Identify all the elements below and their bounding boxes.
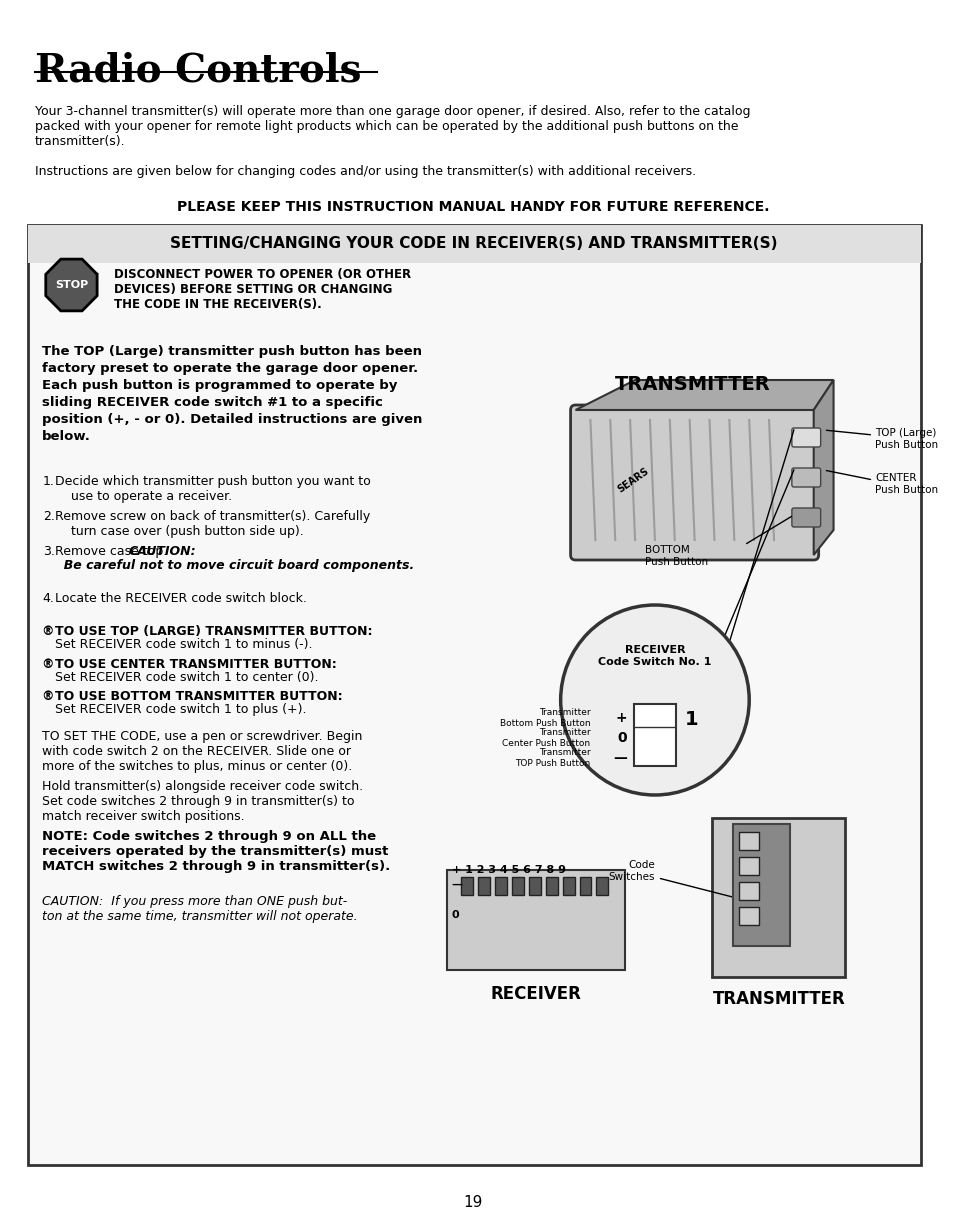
FancyBboxPatch shape — [446, 870, 624, 970]
Text: Be careful not to move circuit board components.: Be careful not to move circuit board com… — [54, 559, 414, 572]
Text: Set RECEIVER code switch 1 to center (0).: Set RECEIVER code switch 1 to center (0)… — [54, 671, 317, 684]
Text: Your 3-channel transmitter(s) will operate more than one garage door opener, if : Your 3-channel transmitter(s) will opera… — [34, 104, 749, 148]
FancyBboxPatch shape — [739, 882, 759, 900]
Text: The TOP (Large) transmitter push button has been
factory preset to operate the g: The TOP (Large) transmitter push button … — [42, 345, 421, 443]
Text: STOP: STOP — [54, 279, 88, 290]
Text: Decide which transmitter push button you want to
    use to operate a receiver.: Decide which transmitter push button you… — [54, 475, 370, 503]
Text: PLEASE KEEP THIS INSTRUCTION MANUAL HANDY FOR FUTURE REFERENCE.: PLEASE KEEP THIS INSTRUCTION MANUAL HAND… — [177, 200, 769, 214]
FancyBboxPatch shape — [739, 857, 759, 875]
Text: TOP (Large)
Push Button: TOP (Large) Push Button — [874, 428, 938, 450]
FancyBboxPatch shape — [578, 877, 591, 895]
Text: TO USE BOTTOM TRANSMITTER BUTTON:: TO USE BOTTOM TRANSMITTER BUTTON: — [54, 690, 342, 703]
Text: —: — — [451, 880, 462, 891]
Text: ®: ® — [42, 690, 54, 703]
FancyBboxPatch shape — [528, 877, 540, 895]
Text: CENTER
Push Button: CENTER Push Button — [874, 473, 938, 495]
Text: Locate the RECEIVER code switch block.: Locate the RECEIVER code switch block. — [54, 592, 306, 605]
Text: Transmitter
Center Push Button: Transmitter Center Push Button — [502, 728, 590, 747]
FancyBboxPatch shape — [791, 428, 820, 447]
Text: RECEIVER
Code Switch No. 1: RECEIVER Code Switch No. 1 — [598, 645, 711, 667]
Text: Transmitter
Bottom Push Button: Transmitter Bottom Push Button — [499, 708, 590, 728]
Text: Transmitter
TOP Push Button: Transmitter TOP Push Button — [515, 748, 590, 768]
Text: Code
Switches: Code Switches — [608, 860, 740, 900]
Text: DISCONNECT POWER TO OPENER (OR OTHER
DEVICES) BEFORE SETTING OR CHANGING
THE COD: DISCONNECT POWER TO OPENER (OR OTHER DEV… — [114, 269, 411, 311]
Text: Instructions are given below for changing codes and/or using the transmitter(s) : Instructions are given below for changin… — [34, 165, 695, 179]
Text: 3.: 3. — [43, 546, 54, 558]
Text: Remove case top.: Remove case top. — [54, 546, 171, 558]
Text: 2.: 2. — [43, 510, 54, 522]
Text: ®: ® — [42, 625, 54, 638]
FancyBboxPatch shape — [570, 405, 818, 560]
FancyBboxPatch shape — [634, 703, 675, 765]
Text: TO USE CENTER TRANSMITTER BUTTON:: TO USE CENTER TRANSMITTER BUTTON: — [54, 659, 336, 671]
FancyBboxPatch shape — [791, 508, 820, 527]
FancyBboxPatch shape — [739, 908, 759, 925]
FancyBboxPatch shape — [545, 877, 558, 895]
Text: RECEIVER: RECEIVER — [490, 985, 580, 1004]
Text: + 1 2 3 4 5 6 7 8 9: + 1 2 3 4 5 6 7 8 9 — [451, 865, 565, 875]
Polygon shape — [575, 380, 833, 409]
Circle shape — [560, 605, 748, 795]
FancyBboxPatch shape — [461, 877, 473, 895]
Text: Set RECEIVER code switch 1 to plus (+).: Set RECEIVER code switch 1 to plus (+). — [54, 703, 306, 716]
Text: TRANSMITTER: TRANSMITTER — [615, 375, 770, 394]
Text: CAUTION:  If you press more than ONE push but-
ton at the same time, transmitter: CAUTION: If you press more than ONE push… — [42, 895, 357, 923]
Text: ®: ® — [42, 659, 54, 671]
FancyBboxPatch shape — [712, 818, 844, 977]
Text: SETTING/CHANGING YOUR CODE IN RECEIVER(S) AND TRANSMITTER(S): SETTING/CHANGING YOUR CODE IN RECEIVER(S… — [170, 237, 777, 252]
Text: TRANSMITTER: TRANSMITTER — [712, 990, 844, 1008]
Text: Radio Controls: Radio Controls — [34, 52, 361, 90]
FancyBboxPatch shape — [733, 824, 789, 946]
Text: 4.: 4. — [43, 592, 54, 605]
Text: 1: 1 — [684, 710, 698, 729]
Text: TO SET THE CODE, use a pen or screwdriver. Begin
with code switch 2 on the RECEI: TO SET THE CODE, use a pen or screwdrive… — [42, 730, 362, 773]
FancyBboxPatch shape — [28, 225, 920, 262]
FancyBboxPatch shape — [28, 225, 920, 1165]
Text: Set RECEIVER code switch 1 to minus (-).: Set RECEIVER code switch 1 to minus (-). — [54, 638, 312, 651]
Text: +: + — [615, 711, 626, 725]
FancyBboxPatch shape — [739, 832, 759, 850]
FancyBboxPatch shape — [477, 877, 490, 895]
Text: TO USE TOP (LARGE) TRANSMITTER BUTTON:: TO USE TOP (LARGE) TRANSMITTER BUTTON: — [54, 625, 372, 638]
Text: NOTE: Code switches 2 through 9 on ALL the
receivers operated by the transmitter: NOTE: Code switches 2 through 9 on ALL t… — [42, 830, 390, 874]
FancyBboxPatch shape — [791, 468, 820, 487]
Text: CAUTION:: CAUTION: — [129, 546, 196, 558]
Polygon shape — [46, 259, 97, 311]
Text: SEARS: SEARS — [615, 465, 650, 495]
Text: Remove screw on back of transmitter(s). Carefully
    turn case over (push butto: Remove screw on back of transmitter(s). … — [54, 510, 370, 538]
Text: —: — — [613, 751, 626, 765]
Text: Hold transmitter(s) alongside receiver code switch.
Set code switches 2 through : Hold transmitter(s) alongside receiver c… — [42, 780, 362, 823]
Polygon shape — [813, 380, 833, 555]
FancyBboxPatch shape — [596, 877, 608, 895]
FancyBboxPatch shape — [562, 877, 574, 895]
FancyBboxPatch shape — [512, 877, 523, 895]
Text: 19: 19 — [463, 1196, 482, 1210]
Text: 0: 0 — [617, 731, 626, 745]
FancyBboxPatch shape — [495, 877, 507, 895]
Text: BOTTOM
Push Button: BOTTOM Push Button — [644, 546, 707, 566]
Text: 0: 0 — [451, 910, 458, 920]
Text: 1.: 1. — [43, 475, 54, 488]
